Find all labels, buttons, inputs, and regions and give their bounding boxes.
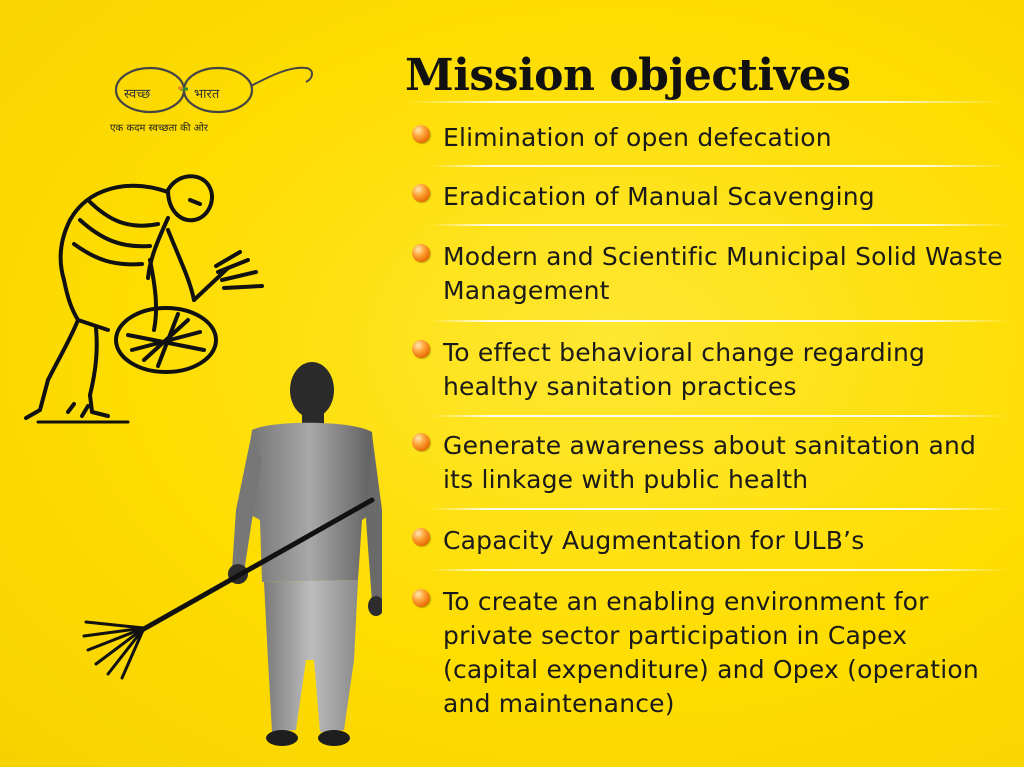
divider <box>430 165 1010 167</box>
objective-text: Generate awareness about sanitation and … <box>443 429 1008 497</box>
orange-bullet-icon <box>412 244 430 262</box>
orange-bullet-icon <box>412 433 430 451</box>
objective-text: To effect behavioral change regarding he… <box>443 336 1008 404</box>
divider <box>430 224 1010 226</box>
objective-text: Capacity Augmentation for ULB’s <box>443 524 1008 558</box>
orange-bullet-icon <box>412 125 430 143</box>
objective-text: Modern and Scientific Municipal Solid Wa… <box>443 240 1008 308</box>
objective-text: Elimination of open defecation <box>443 121 1008 155</box>
orange-bullet-icon <box>412 589 430 607</box>
orange-bullet-icon <box>412 340 430 358</box>
divider <box>430 320 1010 322</box>
objective-text: To create an enabling environment for pr… <box>443 585 1008 721</box>
orange-bullet-icon <box>412 528 430 546</box>
objective-text: Eradication of Manual Scavenging <box>443 180 1008 214</box>
divider <box>430 508 1010 510</box>
divider <box>430 415 1010 417</box>
divider <box>430 569 1010 571</box>
orange-bullet-icon <box>412 184 430 202</box>
